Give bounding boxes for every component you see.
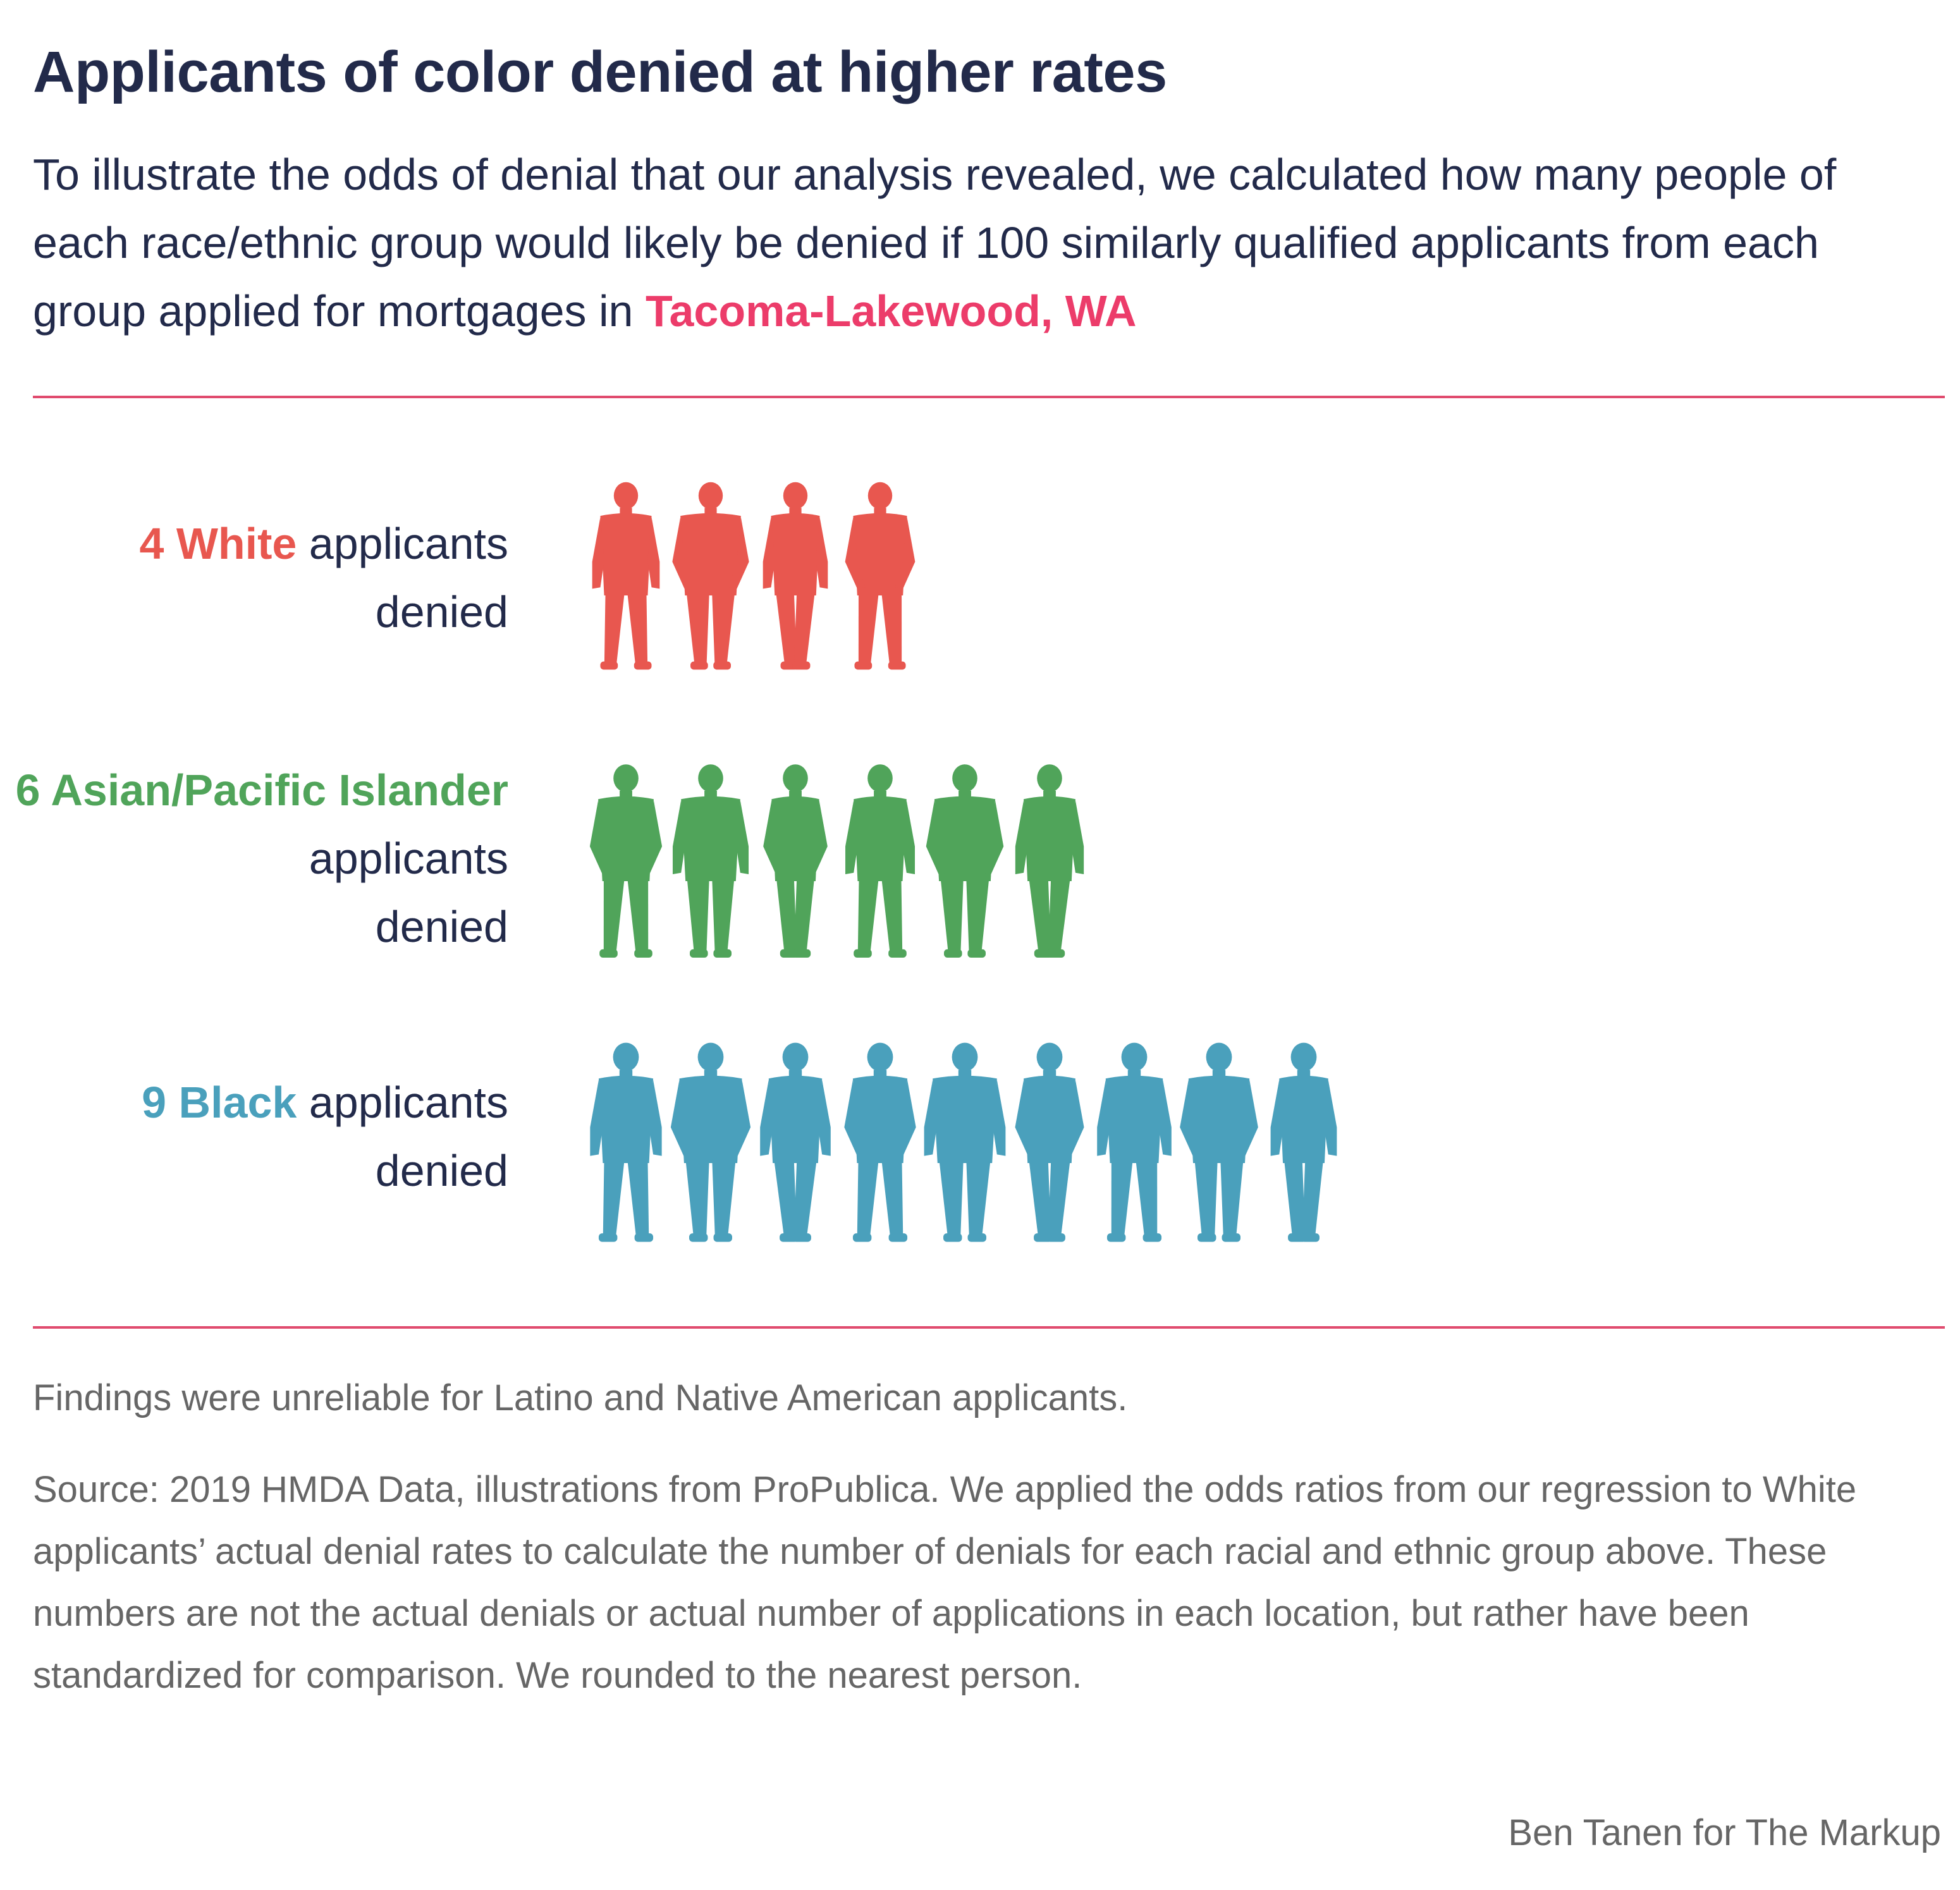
person-icon	[670, 1042, 751, 1242]
group-count-label: 9 Black	[142, 1078, 297, 1127]
label-suffix: applicants	[297, 1078, 508, 1127]
page-title: Applicants of color denied at higher rat…	[33, 40, 1167, 104]
person-icon	[845, 482, 916, 670]
group-count-label: 4 White	[139, 519, 297, 568]
person-icon	[672, 764, 749, 958]
person-icon	[590, 1042, 662, 1242]
pictogram-row-asian-pacific-islander: 6 Asian/Pacific Islander applicants deni…	[0, 756, 1960, 965]
person-icon	[1180, 1042, 1258, 1242]
group-count-label: 6 Asian/Pacific Islander	[15, 765, 508, 815]
source-note: Source: 2019 HMDA Data, illustrations fr…	[33, 1469, 1857, 1696]
label-suffix: applicants	[297, 519, 508, 568]
person-icon	[926, 764, 1004, 958]
person-icon	[844, 1042, 916, 1242]
row-label: 4 White applicants denied	[139, 509, 508, 646]
person-icon	[1015, 764, 1084, 958]
person-icon	[1015, 1042, 1084, 1242]
person-icon	[845, 764, 915, 958]
person-icon	[924, 1042, 1006, 1242]
person-icon	[589, 764, 663, 958]
label-suffix-2: denied	[375, 1146, 508, 1195]
row-label: 6 Asian/Pacific Islander applicants deni…	[0, 756, 508, 961]
label-suffix: applicants	[309, 834, 508, 883]
footnote: Findings were unreliable for Latino and …	[33, 1377, 1128, 1418]
person-icon	[763, 482, 828, 670]
label-suffix-2: denied	[375, 587, 508, 637]
top-divider	[33, 396, 1945, 398]
bottom-divider	[33, 1326, 1945, 1329]
people-icons	[589, 764, 1084, 958]
person-icon	[760, 1042, 831, 1242]
location-highlight: Tacoma-Lakewood, WA	[645, 286, 1137, 336]
person-icon	[763, 764, 828, 958]
person-icon	[592, 482, 660, 670]
pictogram-row-black: 9 Black applicants denied	[0, 1034, 1960, 1249]
row-label: 9 Black applicants denied	[142, 1068, 508, 1205]
subtitle: To illustrate the odds of denial that ou…	[33, 140, 1942, 345]
person-icon	[1270, 1042, 1337, 1242]
subtitle-text: To illustrate the odds of denial that ou…	[33, 150, 1837, 336]
person-icon	[1097, 1042, 1172, 1242]
label-suffix-2: denied	[375, 902, 508, 951]
person-icon	[672, 482, 749, 670]
people-icons	[590, 1042, 1337, 1242]
credit: Ben Tanen for The Markup	[1508, 1812, 1941, 1853]
pictogram-row-white: 4 White applicants denied	[0, 474, 1960, 676]
people-icons	[592, 482, 916, 670]
